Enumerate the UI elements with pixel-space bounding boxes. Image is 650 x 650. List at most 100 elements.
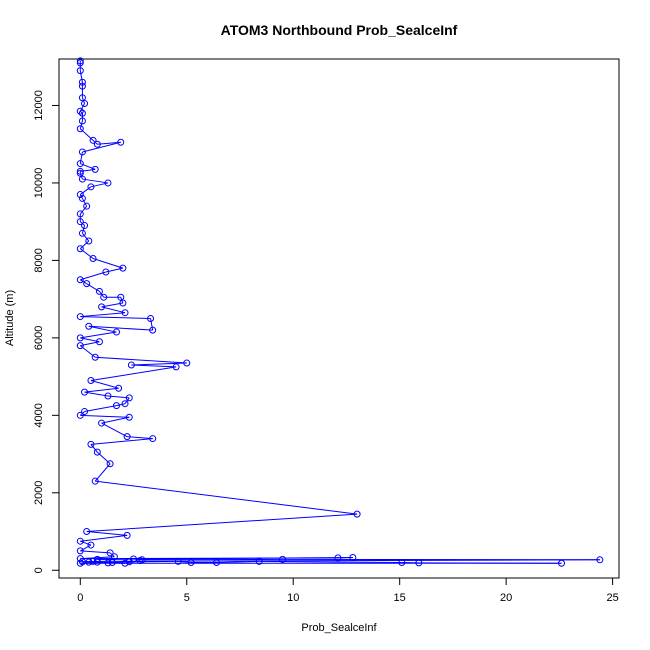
data-point <box>87 376 95 384</box>
data-point <box>123 433 131 441</box>
data-point <box>121 309 129 317</box>
series-segment <box>88 325 117 333</box>
data-point <box>353 510 361 518</box>
series-segment <box>133 558 143 561</box>
data-point <box>121 400 129 408</box>
data-point <box>121 559 129 567</box>
y-tick-label: 12000 <box>33 90 45 121</box>
series-segment <box>80 544 92 552</box>
data-point <box>76 67 84 75</box>
y-axis: 0 2000 4000 6000 8000 10000 12000 <box>33 90 60 573</box>
data-point <box>76 160 84 168</box>
y-tick-label: 4000 <box>33 403 45 427</box>
x-axis: 0 5 10 15 20 25 <box>77 577 619 604</box>
series-segment <box>97 556 353 560</box>
data-point <box>149 326 157 334</box>
data-point <box>95 287 103 295</box>
data-point <box>83 280 91 288</box>
data-point <box>87 183 95 191</box>
data-point <box>93 140 101 148</box>
series-segment <box>101 302 123 308</box>
data-point <box>187 559 195 567</box>
series-segment <box>81 198 88 207</box>
data-point <box>91 353 99 361</box>
data-point <box>115 384 123 392</box>
data-point <box>76 411 84 419</box>
series-segment <box>81 225 86 234</box>
data-point <box>117 138 125 146</box>
chart-title: ATOM3 Northbound Prob_SealceInf <box>221 22 458 38</box>
y-axis-label: Altitude (m) <box>4 290 16 346</box>
data-point <box>76 313 84 321</box>
series-segment <box>101 422 128 438</box>
series-segment <box>94 463 111 482</box>
data-point <box>76 245 84 253</box>
data-point <box>334 554 342 562</box>
series-segment <box>80 550 111 554</box>
data-point <box>78 175 86 183</box>
data-point <box>93 448 101 456</box>
series-segment <box>84 405 117 412</box>
data-point <box>106 549 114 557</box>
data-point <box>93 558 101 566</box>
series-segment <box>178 560 192 564</box>
data-point <box>119 264 127 272</box>
data-point <box>112 328 120 336</box>
data-point <box>87 440 95 448</box>
data-point <box>78 82 86 90</box>
series-segment <box>88 325 153 331</box>
data-point <box>117 293 125 301</box>
data-point <box>78 78 86 86</box>
series-segment <box>101 306 126 314</box>
series-segment <box>90 444 98 453</box>
series-segment <box>79 194 83 199</box>
series-segment <box>79 248 94 259</box>
data-point <box>91 165 99 173</box>
data-point <box>87 541 95 549</box>
data-point <box>415 559 423 567</box>
series-segment <box>86 531 128 536</box>
series-segment <box>82 232 90 242</box>
data-point <box>78 194 86 202</box>
data-point <box>89 136 97 144</box>
data-point <box>125 558 133 566</box>
x-tick-label: 5 <box>184 592 190 604</box>
x-tick-label: 15 <box>394 592 406 604</box>
data-point <box>104 392 112 400</box>
data-point <box>76 59 84 67</box>
data-point <box>76 342 84 350</box>
data-point <box>398 559 406 567</box>
y-tick-label: 6000 <box>33 326 45 350</box>
series-segment <box>97 141 121 145</box>
data-point <box>183 359 191 367</box>
data-point <box>279 555 287 563</box>
data-point <box>76 107 84 115</box>
data-point <box>172 363 180 371</box>
x-tick-label: 10 <box>287 592 299 604</box>
data-point <box>127 361 135 369</box>
data-point <box>76 191 84 199</box>
data-point <box>110 553 118 561</box>
series-points <box>76 57 604 567</box>
series-segment <box>79 70 83 83</box>
series-segment <box>79 186 92 195</box>
series-segment <box>131 362 187 366</box>
series-segment <box>80 331 117 339</box>
data-point <box>81 222 89 230</box>
series-segment <box>80 534 128 542</box>
data-point <box>95 338 103 346</box>
series-segment <box>86 283 100 292</box>
series-segment <box>95 356 187 364</box>
data-point <box>76 218 84 226</box>
series-segment <box>84 391 109 397</box>
series-segment <box>80 163 96 170</box>
series-segment <box>79 120 83 129</box>
data-point <box>98 303 106 311</box>
data-point <box>76 210 84 218</box>
data-point <box>76 167 84 175</box>
series-segment <box>82 178 109 184</box>
series-segment <box>90 379 119 389</box>
series-segment <box>99 291 105 298</box>
data-point <box>112 402 120 410</box>
data-point <box>89 557 97 565</box>
